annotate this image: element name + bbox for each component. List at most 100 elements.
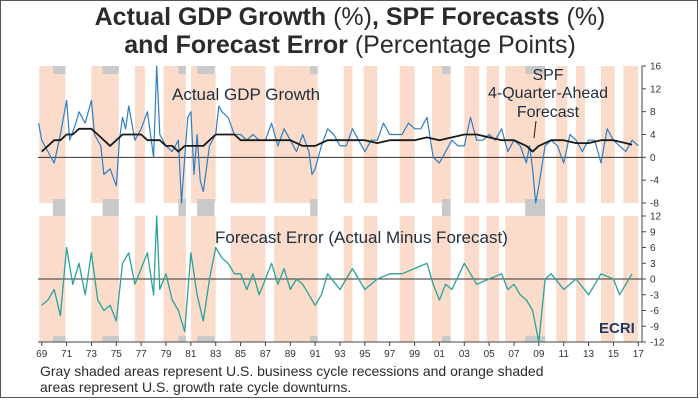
y-tick-label-bottom: 12: [650, 212, 662, 223]
x-tick-label: 89: [285, 349, 297, 360]
x-tick-label: 81: [185, 349, 197, 360]
downturn-band-top: [486, 66, 500, 203]
series-spf-forecast-line: [41, 127, 633, 153]
downturn-band-top: [623, 66, 639, 203]
x-tick-label: 15: [608, 349, 620, 360]
title-unit-2: (%): [566, 3, 606, 31]
label-actual-gdp: Actual GDP Growth: [172, 85, 320, 104]
recession-marker-bottom: [197, 336, 215, 342]
label-forecast-error: Forecast Error (Actual Minus Forecast): [215, 228, 508, 247]
title-unit-1: (%): [333, 3, 372, 31]
caption-line1: Gray shaded areas represent U.S. busines…: [40, 363, 544, 379]
x-tick-label: 17: [633, 349, 645, 360]
x-tick-label: 05: [484, 349, 496, 360]
label-spf-3: Forecast: [517, 104, 580, 121]
label-spf-1: SPF: [532, 67, 563, 84]
x-tick-label: 11: [559, 349, 570, 360]
downturn-band-top: [505, 66, 546, 203]
x-tick-label: 13: [583, 349, 595, 360]
x-tick-label: 03: [459, 349, 471, 360]
y-tick-label-bottom: 0: [650, 275, 656, 286]
y-tick-label-top: 12: [650, 84, 662, 95]
recession-marker-top: [525, 66, 546, 74]
x-tick-label: 07: [508, 349, 520, 360]
recession-marker-mid: [178, 199, 186, 216]
x-tick-label: 99: [409, 349, 421, 360]
recession-marker-bottom: [441, 336, 451, 342]
series: [38, 65, 639, 343]
downturn-band-top: [343, 66, 353, 203]
recession-marker-mid: [197, 199, 215, 216]
recession-marker-mid: [102, 199, 119, 216]
y-tick-label-bottom: 3: [650, 259, 656, 270]
y-tick-label-bottom: -12: [650, 338, 665, 349]
recession-marker-mid: [310, 199, 318, 216]
ecri-logo: ECRI: [599, 320, 635, 337]
x-tick-label: 95: [359, 349, 371, 360]
downturn-band-top: [39, 66, 66, 203]
y-tick-label-bottom: 6: [650, 243, 656, 254]
x-tick-label: 71: [61, 349, 73, 360]
x-tick-label: 73: [86, 349, 98, 360]
recession-marker-bottom: [102, 336, 119, 342]
y-tick-label-top: 0: [650, 153, 656, 164]
x-tick-label: 77: [136, 349, 148, 360]
downturn-band-top: [274, 66, 318, 203]
recession-marker-top: [197, 66, 215, 74]
recession-marker-top: [52, 66, 66, 74]
series-forecast-error-line: [41, 215, 633, 343]
title-spf: , SPF Forecasts: [371, 3, 560, 31]
recession-marker-top: [441, 66, 451, 74]
y-tick-label-bottom: -9: [650, 322, 659, 333]
x-tick-label: 01: [434, 349, 446, 360]
series-actual-gdp-line: [38, 65, 639, 204]
recession-marker-bottom: [178, 336, 186, 342]
x-tick-label: 79: [160, 349, 172, 360]
recession-marker-mid: [52, 199, 66, 216]
x-tick-label: 85: [235, 349, 247, 360]
title-forecast-error: and Forecast Error: [124, 31, 348, 59]
x-tick-label: 93: [334, 349, 346, 360]
recession-marker-bottom: [310, 336, 318, 342]
y-tick-label-top: 4: [650, 130, 656, 141]
label-spf-2: 4-Quarter-Ahead: [488, 85, 608, 102]
y-tick-label-bottom: -3: [650, 290, 659, 301]
y-tick-label-bottom: 9: [650, 227, 656, 238]
x-tick-label: 87: [260, 349, 272, 360]
y-tick-label-top: -8: [650, 199, 659, 210]
y-tick-label-top: 8: [650, 107, 656, 118]
chart-title-line2: and Forecast Error (Percentage Points): [0, 31, 700, 59]
x-tick-label: 09: [533, 349, 545, 360]
ecri-logo-text: ECRI: [599, 320, 635, 337]
y-tick-label-top: 16: [650, 62, 662, 73]
recession-marker-mid: [441, 199, 451, 216]
x-tick-label: 75: [111, 349, 123, 360]
x-tick-label: 69: [36, 349, 48, 360]
downturn-band-top: [431, 66, 451, 203]
recession-marker-bottom: [525, 336, 546, 342]
recession-marker-bottom: [52, 336, 66, 342]
downturn-band-top: [399, 66, 415, 203]
recession-marker-top: [102, 66, 119, 74]
chart-title-line1: Actual GDP Growth (%), SPF Forecasts (%): [0, 3, 700, 31]
x-tick-label: 91: [310, 349, 322, 360]
caption-line2: areas represent U.S. growth rate cycle d…: [40, 379, 352, 395]
x-tick-label: 83: [210, 349, 222, 360]
downturn-band-top: [600, 66, 615, 203]
x-tick-label: 97: [384, 349, 396, 360]
spf-pointer-line: [533, 120, 537, 139]
recession-marker-top: [178, 66, 186, 74]
y-tick-label-bottom: -6: [650, 306, 659, 317]
recession-marker-mid: [525, 199, 546, 216]
downturn-band-top: [363, 66, 378, 203]
title-unit-3: (Percentage Points): [354, 31, 576, 59]
downturn-band-top: [556, 66, 568, 203]
y-tick-label-top: -4: [650, 176, 659, 187]
title-actual-gdp: Actual GDP Growth: [94, 3, 327, 31]
recession-marker-top: [310, 66, 318, 74]
downturn-band-top: [190, 66, 216, 203]
downturn-band-top: [576, 66, 585, 203]
